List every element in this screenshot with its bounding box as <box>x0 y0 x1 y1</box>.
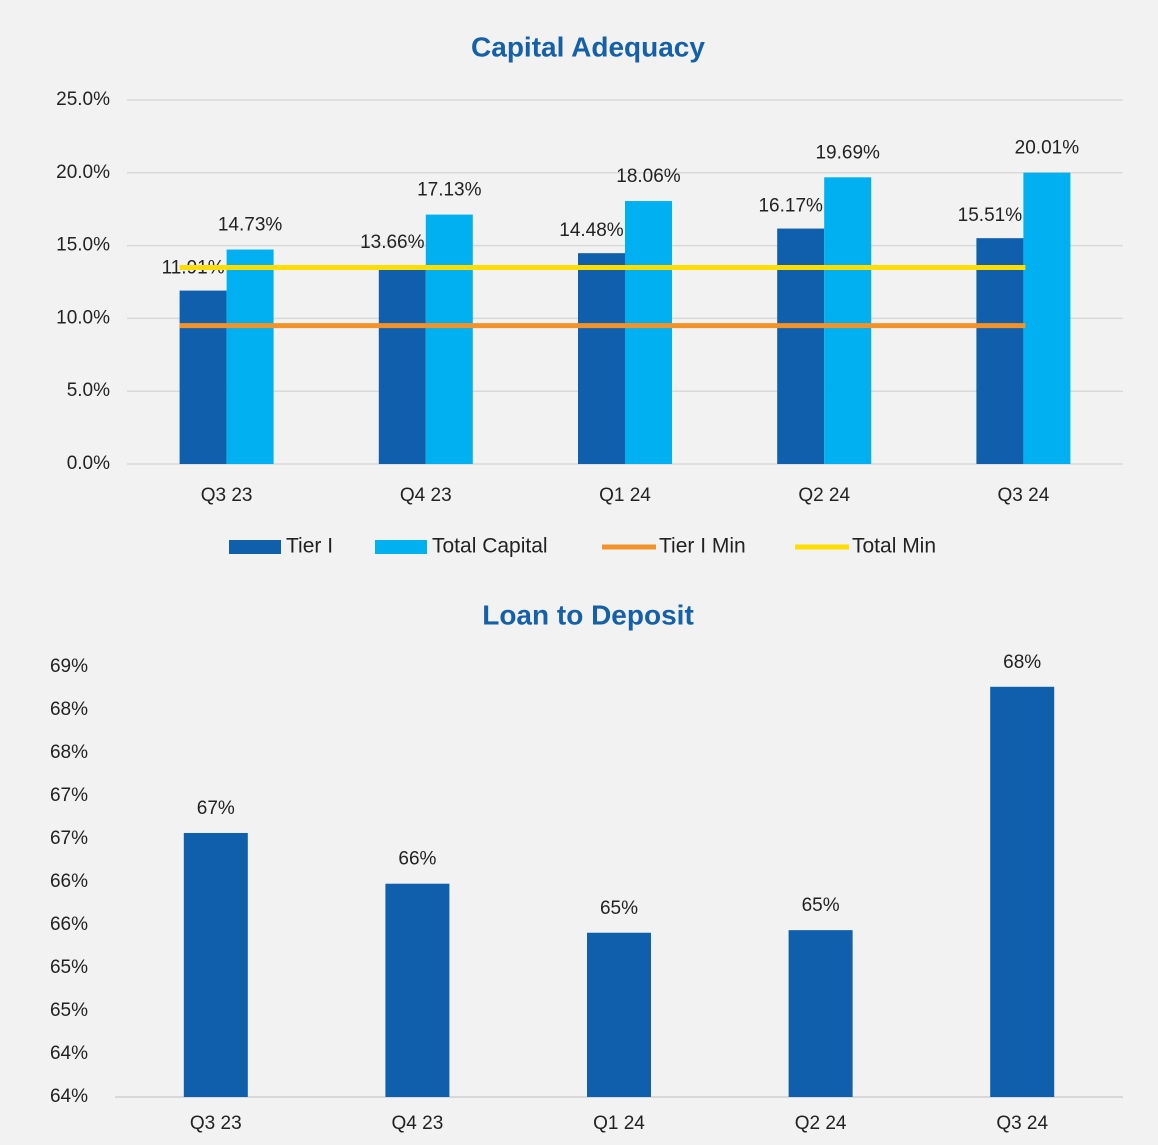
bar <box>179 290 227 464</box>
data-label: 14.73% <box>218 215 283 236</box>
legend-label: Total Capital <box>432 535 548 558</box>
legend-swatch <box>375 540 427 554</box>
y-tick-label: 66% <box>50 914 88 935</box>
x-tick-label: Q1 24 <box>593 1113 645 1134</box>
y-tick-label: 67% <box>50 828 88 849</box>
x-tick-label: Q4 23 <box>392 1113 444 1134</box>
y-tick-label: 68% <box>50 699 88 720</box>
legend-label: Total Min <box>852 535 936 558</box>
data-label: 18.06% <box>616 166 681 187</box>
x-tick-label: Q4 23 <box>400 485 452 506</box>
x-tick-label: Q1 24 <box>599 485 651 506</box>
bar <box>226 249 274 464</box>
x-tick-label: Q3 24 <box>996 1113 1048 1134</box>
data-label: 67% <box>197 798 235 819</box>
data-label: 68% <box>1003 652 1041 673</box>
bar <box>788 930 853 1097</box>
bar <box>425 214 473 464</box>
bar <box>385 883 450 1097</box>
y-tick-label: 69% <box>50 656 88 677</box>
legend-swatch <box>229 540 281 554</box>
data-label: 14.48% <box>559 220 624 241</box>
y-tick-label: 10.0% <box>56 307 110 328</box>
x-tick-label: Q2 24 <box>798 485 850 506</box>
x-tick-label: Q3 24 <box>998 485 1050 506</box>
bar <box>777 228 825 464</box>
y-tick-label: 0.0% <box>67 453 110 474</box>
bar <box>824 177 872 464</box>
x-tick-label: Q3 23 <box>190 1113 242 1134</box>
y-tick-label: 20.0% <box>56 162 110 183</box>
bar <box>1023 172 1071 464</box>
data-label: 15.51% <box>958 205 1023 226</box>
data-label: 13.66% <box>360 232 425 253</box>
bar <box>976 238 1024 464</box>
chart-title: Capital Adequacy <box>471 31 705 62</box>
data-label: 19.69% <box>815 142 880 163</box>
bar <box>378 265 426 464</box>
chart-title: Loan to Deposit <box>482 599 694 630</box>
bar <box>183 832 248 1097</box>
bar <box>587 932 651 1097</box>
data-label: 65% <box>600 898 638 919</box>
data-label: 16.17% <box>758 196 823 217</box>
y-tick-label: 25.0% <box>56 89 110 110</box>
y-tick-label: 5.0% <box>67 380 110 401</box>
y-tick-label: 67% <box>50 785 88 806</box>
y-tick-label: 68% <box>50 742 88 763</box>
bar <box>990 686 1055 1097</box>
data-label: 17.13% <box>417 180 482 201</box>
data-label: 20.01% <box>1015 138 1080 159</box>
legend-label: Tier I <box>286 535 333 558</box>
x-tick-label: Q2 24 <box>795 1113 847 1134</box>
data-label: 65% <box>802 895 840 916</box>
y-tick-label: 15.0% <box>56 235 110 256</box>
x-tick-label: Q3 23 <box>201 485 253 506</box>
data-label: 66% <box>398 849 436 870</box>
y-tick-label: 66% <box>50 871 88 892</box>
bar <box>625 201 672 465</box>
legend-label: Tier I Min <box>659 535 746 558</box>
y-tick-label: 65% <box>50 1000 88 1021</box>
bar <box>578 253 625 464</box>
y-tick-label: 64% <box>50 1086 88 1107</box>
y-tick-label: 64% <box>50 1043 88 1064</box>
y-tick-label: 65% <box>50 957 88 978</box>
